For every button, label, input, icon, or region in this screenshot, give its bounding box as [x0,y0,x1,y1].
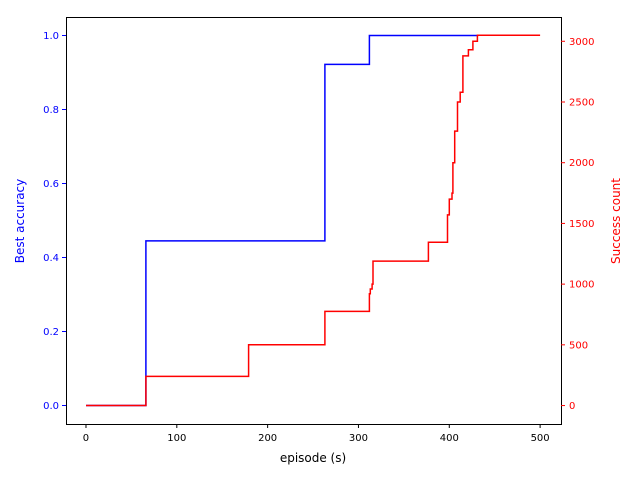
left-y-tick-label: 0.4 [43,253,59,264]
left-y-tick-label: 0.0 [43,401,59,412]
plot-frame [66,17,562,425]
left-y-tick-label: 0.8 [43,105,59,116]
right-y-axis-label: Success count [609,178,623,264]
right-y-tick-label: 1500 [569,219,594,230]
plot-lines [86,34,541,407]
right-y-tick-label: 1000 [569,280,594,291]
success-count-line [86,34,541,407]
x-tick-label: 200 [258,433,277,444]
right-y-tick-label: 2500 [569,97,594,108]
x-axis-ticks: 0 100 200 300 400 500 [83,424,550,444]
right-y-tick-label: 2000 [569,158,594,169]
x-axis-label: episode (s) [280,451,346,465]
x-tick-label: 400 [440,433,459,444]
x-tick-label: 300 [349,433,368,444]
right-y-axis-ticks: 0 500 1000 1500 2000 2500 3000 [561,37,594,412]
right-y-tick-label: 0 [569,401,575,412]
left-y-tick-label: 0.2 [43,327,59,338]
x-tick-label: 0 [83,433,89,444]
right-y-tick-label: 500 [569,340,588,351]
left-y-tick-label: 0.6 [43,179,59,190]
x-tick-label: 100 [167,433,186,444]
best-accuracy-line [86,34,479,407]
right-y-tick-label: 3000 [569,37,594,48]
left-y-tick-label: 1.0 [43,31,59,42]
left-y-axis-label: Best accuracy [13,179,27,264]
x-tick-label: 500 [531,433,550,444]
left-y-axis-ticks: 0.0 0.2 0.4 0.6 0.8 1.0 [43,31,66,412]
